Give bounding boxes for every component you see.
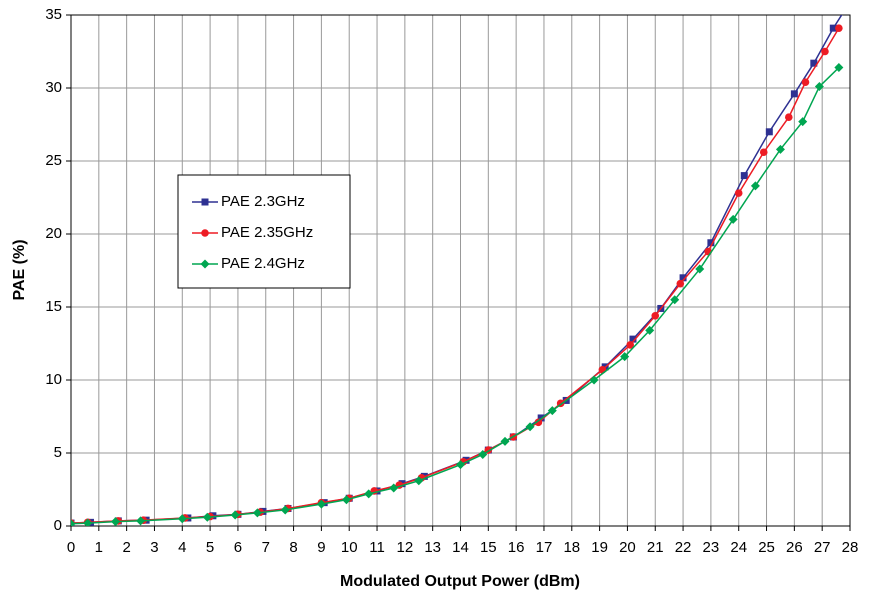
x-tick-label: 11 (369, 539, 385, 556)
marker (829, 24, 837, 32)
marker (728, 214, 738, 224)
y-tick-label: 5 (54, 444, 62, 461)
marker (252, 508, 262, 518)
plot-area (71, 7, 848, 526)
x-tick-label: 13 (424, 539, 441, 556)
marker (500, 436, 510, 446)
marker (202, 512, 212, 522)
marker (280, 505, 290, 515)
x-tick-label: 3 (150, 539, 158, 556)
marker (750, 181, 760, 191)
x-tick-label: 27 (814, 539, 831, 556)
marker (136, 516, 146, 526)
x-tick-label: 21 (647, 539, 664, 556)
marker (534, 418, 543, 427)
marker (525, 422, 535, 432)
y-tick-label: 30 (45, 79, 62, 96)
marker (810, 59, 818, 67)
plot-frame (70, 14, 851, 527)
x-tick-label: 1 (95, 539, 103, 556)
marker (775, 144, 785, 154)
marker (759, 148, 768, 157)
y-tick-label: 0 (54, 517, 62, 534)
marker (670, 295, 680, 305)
x-tick-label: 2 (122, 539, 130, 556)
x-tick-label: 9 (317, 539, 325, 556)
marker (734, 189, 743, 197)
x-tick-label: 16 (508, 539, 525, 556)
marker (765, 128, 773, 136)
marker (71, 519, 76, 526)
marker (740, 172, 748, 180)
marker (679, 274, 687, 282)
marker (414, 476, 424, 486)
x-tick-label: 4 (178, 539, 186, 556)
marker (201, 229, 209, 237)
y-tick-label: 20 (45, 225, 62, 242)
x-tick-label: 19 (591, 539, 608, 556)
marker (83, 518, 93, 526)
marker (626, 341, 635, 349)
marker (784, 113, 793, 121)
x-tick-label: 26 (786, 539, 803, 556)
x-tick-label: 22 (675, 539, 692, 556)
x-tick-label: 5 (206, 539, 214, 556)
marker (478, 449, 488, 459)
marker (389, 483, 399, 493)
marker (230, 510, 240, 520)
x-tick-label: 18 (563, 539, 580, 556)
marker (316, 499, 326, 509)
marker (589, 375, 599, 385)
marker (814, 82, 824, 92)
x-tick-label: 7 (262, 539, 270, 556)
marker (177, 514, 187, 524)
y-tick-label: 35 (45, 6, 62, 23)
marker (707, 239, 715, 247)
x-tick-label: 17 (536, 539, 553, 556)
marker (798, 117, 808, 127)
x-tick-label: 15 (480, 539, 497, 556)
marker (834, 63, 844, 73)
legend-label: PAE 2.35GHz (221, 224, 313, 241)
x-tick-label: 24 (730, 539, 747, 556)
x-axis-title: Modulated Output Power (dBm) (340, 573, 580, 590)
marker (200, 259, 210, 269)
x-tick-label: 25 (758, 539, 775, 556)
x-tick-label: 14 (452, 539, 469, 556)
y-axis-title: PAE (%) (11, 239, 28, 300)
x-tick-label: 23 (703, 539, 720, 556)
marker (695, 264, 705, 274)
x-tick-label: 8 (289, 539, 297, 556)
x-tick-label: 12 (397, 539, 414, 556)
legend: PAE 2.3GHz PAE 2.35GHz PAE 2.4GHz (177, 174, 351, 289)
series-line (71, 67, 840, 525)
marker (790, 90, 798, 98)
marker (201, 198, 209, 206)
legend-label: PAE 2.4GHz (221, 255, 305, 272)
marker (645, 325, 655, 335)
marker (111, 517, 121, 526)
marker (547, 406, 557, 416)
marker (801, 78, 810, 86)
legend-label: PAE 2.3GHz (221, 193, 305, 210)
marker (821, 47, 829, 56)
marker (629, 335, 637, 343)
x-tick-label: 20 (619, 539, 636, 556)
y-tick-label: 10 (45, 371, 62, 388)
x-tick-label: 6 (234, 539, 242, 556)
x-tick-label: 0 (67, 539, 75, 556)
marker (620, 352, 630, 362)
marker (841, 7, 848, 14)
marker (651, 311, 660, 320)
y-tick-label: 15 (45, 298, 62, 315)
marker (364, 489, 374, 499)
marker (341, 495, 351, 505)
marker (456, 460, 465, 470)
x-tick-label: 28 (842, 539, 859, 556)
x-tick-label: 10 (341, 539, 358, 556)
marker (835, 24, 843, 32)
marker (676, 279, 685, 288)
y-tick-label: 25 (45, 152, 62, 169)
